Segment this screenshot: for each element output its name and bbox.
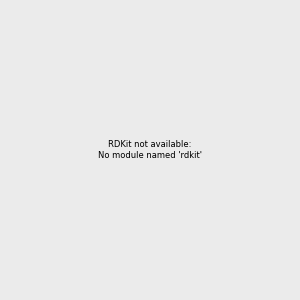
Text: RDKit not available:
No module named 'rdkit': RDKit not available: No module named 'rd… [98,140,202,160]
